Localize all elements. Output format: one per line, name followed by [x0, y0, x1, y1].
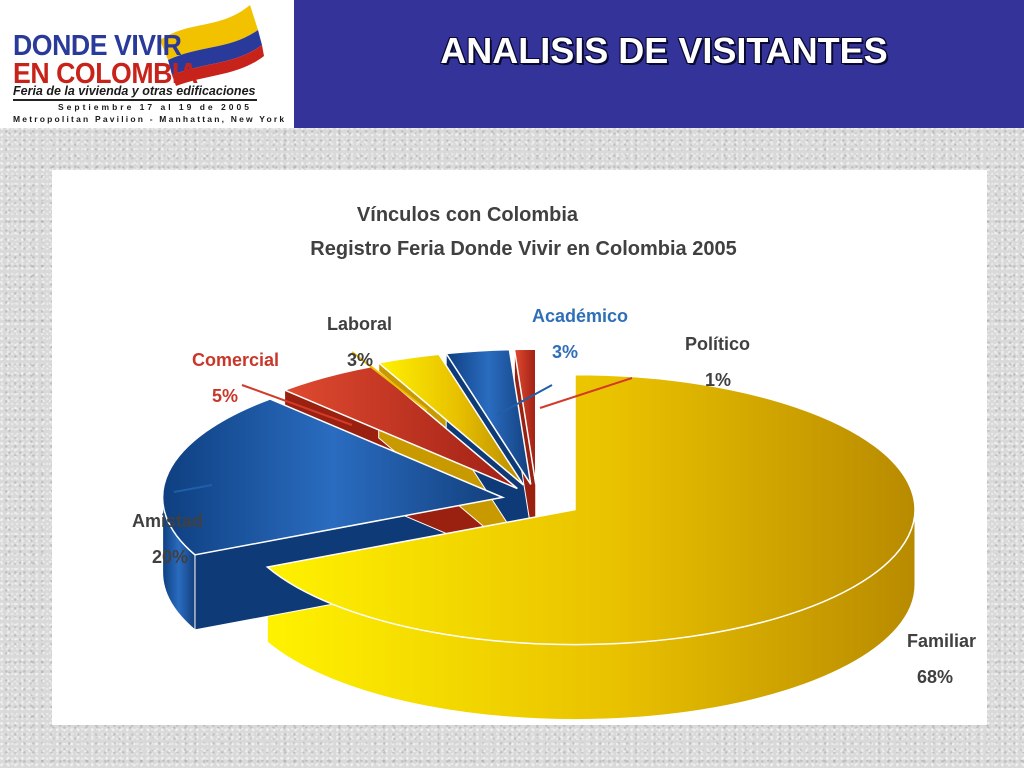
header-bar: ANALISIS DE VISITANTES: [294, 0, 1024, 128]
slice-name-amistad: Amistad: [132, 511, 203, 531]
leader-line-amistad: [173, 484, 213, 493]
pie-chart: Familiar 68% Amistad 20% Comercial 5% Laboral 3…: [132, 306, 976, 721]
logo-line-2: EN COLOMBIA: [13, 58, 198, 90]
logo-divider: [13, 99, 257, 101]
leader-line-laboral: [351, 351, 428, 411]
pie-slice-familiar: [265, 373, 916, 646]
logo: DONDE VIVIR EN COLOMBIA Feria de la vivi…: [0, 0, 294, 128]
slice-name-comercial: Comercial: [192, 350, 279, 370]
logo-line-3: Feria de la vivienda y otras edificacion…: [13, 84, 256, 98]
slice-value-comercial: 5%: [212, 386, 238, 406]
slice-name-laboral: Laboral: [327, 314, 392, 334]
leader-line-político: [539, 377, 633, 409]
logo-venue: Metropolitan Pavilion - Manhattan, New Y…: [13, 114, 287, 124]
logo-line-1: DONDE VIVIR: [13, 30, 182, 62]
slice-name-académico: Académico: [532, 306, 628, 326]
logo-date: Septiembre 17 al 19 de 2005: [58, 102, 252, 112]
slice-value-académico: 3%: [552, 342, 578, 362]
slice-name-familiar: Familiar: [907, 631, 976, 651]
chart-panel: Vínculos con Colombia Registro Feria Don…: [52, 170, 987, 725]
chart-subtitle: Registro Feria Donde Vivir en Colombia 2…: [310, 238, 737, 260]
pie-slice-amistad: [161, 398, 506, 556]
pie-slice-laboral: [376, 353, 525, 486]
slice-value-político: 1%: [705, 370, 731, 390]
pie-slice-académico: [444, 348, 532, 485]
chart-title: Vínculos con Colombia: [356, 204, 579, 226]
pie-slice-comercial: [282, 365, 518, 490]
leader-line-comercial: [241, 384, 353, 426]
slice-name-político: Político: [685, 334, 750, 354]
colombia-flag-icon: [160, 5, 264, 86]
leader-line-académico: [496, 384, 553, 416]
slice-value-amistad: 20%: [152, 547, 188, 567]
slice-value-laboral: 3%: [347, 350, 373, 370]
slice-value-familiar: 68%: [917, 667, 953, 687]
page-title: ANALISIS DE VISITANTES: [440, 30, 888, 71]
pie-slice-político: [513, 348, 537, 485]
